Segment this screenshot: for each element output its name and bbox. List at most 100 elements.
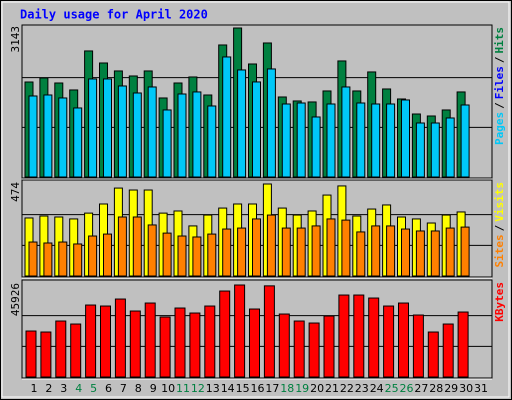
legend-separator: / — [493, 224, 506, 231]
bar — [159, 316, 171, 378]
x-tick-label: 31 — [474, 382, 488, 395]
bar — [55, 320, 67, 378]
bar — [266, 214, 276, 277]
bar — [296, 227, 306, 277]
x-tick-label: 7 — [120, 382, 127, 395]
bar — [73, 243, 83, 277]
bar — [445, 227, 455, 277]
bar — [460, 226, 470, 277]
bar — [192, 91, 202, 178]
bar — [252, 81, 261, 178]
bar — [371, 225, 381, 277]
legend-entry: Hits — [493, 27, 506, 54]
x-tick-label: 22 — [340, 382, 354, 395]
x-tick-label: 27 — [414, 382, 428, 395]
bar — [234, 284, 246, 378]
x-tick-label: 25 — [385, 382, 399, 395]
bar — [308, 322, 320, 378]
bar — [222, 228, 232, 277]
bar — [430, 122, 440, 178]
bar — [100, 305, 111, 378]
x-tick-label: 6 — [105, 382, 112, 395]
bar — [263, 285, 275, 378]
bar — [427, 331, 439, 378]
bar — [114, 298, 126, 378]
bar — [371, 103, 381, 178]
bar — [266, 68, 276, 178]
bar — [252, 218, 261, 277]
bar — [386, 225, 396, 277]
y-tick-label: 474 — [9, 182, 22, 202]
bar — [341, 219, 351, 277]
bar — [28, 95, 38, 178]
bar — [412, 314, 424, 378]
bar — [415, 230, 425, 277]
x-tick-label: 23 — [355, 382, 369, 395]
bar — [25, 330, 37, 378]
x-tick-label: 3 — [60, 382, 67, 395]
x-tick-label: 19 — [295, 382, 309, 395]
bar — [147, 224, 157, 277]
bar — [207, 233, 217, 277]
bar — [442, 323, 454, 378]
bar — [341, 86, 351, 178]
bar — [103, 233, 112, 277]
x-tick-label: 10 — [161, 382, 175, 395]
legend-separator: / — [493, 56, 506, 63]
bar — [204, 305, 216, 378]
bar — [237, 227, 247, 277]
bar — [237, 69, 247, 178]
bar — [70, 323, 82, 378]
bar — [326, 218, 336, 277]
bar — [293, 320, 305, 378]
x-tick-label: 5 — [90, 382, 97, 395]
x-tick-label: 28 — [429, 382, 443, 395]
bar — [103, 78, 112, 178]
bar — [415, 122, 425, 178]
bar — [132, 92, 142, 178]
bar — [356, 102, 366, 178]
x-tick-label: 14 — [221, 382, 235, 395]
x-tick-label: 16 — [251, 382, 265, 395]
x-tick-label: 30 — [459, 382, 473, 395]
x-tick-label: 24 — [370, 382, 384, 395]
x-tick-label: 9 — [150, 382, 157, 395]
legend-entry: Files — [493, 66, 506, 99]
bar — [219, 290, 231, 378]
bar — [85, 304, 97, 378]
bar — [368, 297, 380, 378]
legend: Pages / Files / Hits — [493, 27, 506, 145]
bar — [457, 311, 469, 378]
bar — [353, 294, 365, 378]
bar — [177, 93, 187, 178]
bar — [326, 103, 336, 178]
bar — [43, 94, 53, 178]
bar — [386, 103, 396, 178]
bar — [401, 99, 410, 178]
bar — [323, 315, 335, 378]
bar — [383, 305, 395, 378]
bar — [401, 228, 410, 277]
x-tick-label: 26 — [400, 382, 414, 395]
bar — [40, 331, 52, 378]
x-tick-label: 1 — [31, 382, 38, 395]
bar — [129, 310, 141, 378]
bar — [311, 225, 321, 277]
x-tick-label: 21 — [325, 382, 339, 395]
x-tick-label: 2 — [45, 382, 52, 395]
bar — [58, 241, 68, 277]
bar — [174, 307, 186, 378]
bar — [356, 231, 366, 277]
bar — [222, 56, 232, 178]
bar — [147, 86, 157, 178]
bar — [132, 216, 142, 277]
y-tick-label: 3143 — [9, 26, 22, 53]
x-tick-label: 4 — [75, 382, 82, 395]
x-tick-label: 17 — [265, 382, 279, 395]
bar — [58, 97, 68, 178]
bar — [189, 312, 201, 378]
bar — [278, 313, 290, 378]
legend-separator: / — [493, 102, 506, 109]
